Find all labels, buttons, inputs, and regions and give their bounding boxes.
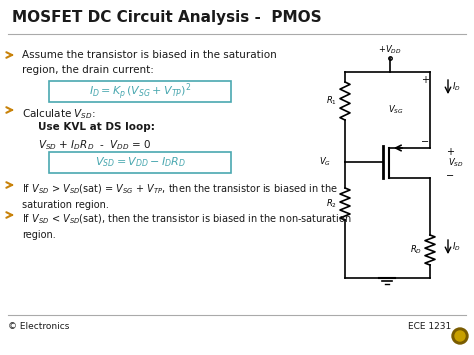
Text: $I_D = K_p\,(V_{SG} + V_{TP})^2$: $I_D = K_p\,(V_{SG} + V_{TP})^2$ bbox=[89, 81, 191, 102]
Circle shape bbox=[452, 328, 468, 344]
Text: $-$: $-$ bbox=[446, 169, 455, 179]
Text: MOSFET DC Circuit Analysis -  PMOS: MOSFET DC Circuit Analysis - PMOS bbox=[12, 10, 322, 25]
Text: $R_D$: $R_D$ bbox=[410, 244, 422, 256]
Text: $V_{SG}$: $V_{SG}$ bbox=[388, 104, 403, 116]
Text: $V_{SD} = V_{DD} - I_D R_D$: $V_{SD} = V_{DD} - I_D R_D$ bbox=[94, 155, 185, 169]
Text: Assume the transistor is biased in the saturation
region, the drain current:: Assume the transistor is biased in the s… bbox=[22, 50, 277, 75]
Text: Calculate $V_{SD}$:: Calculate $V_{SD}$: bbox=[22, 107, 96, 121]
FancyBboxPatch shape bbox=[48, 152, 231, 173]
Text: Use KVL at DS loop:: Use KVL at DS loop: bbox=[38, 122, 155, 132]
Text: © Electronics: © Electronics bbox=[8, 322, 69, 331]
Circle shape bbox=[455, 331, 465, 341]
Text: $V_{SD}$: $V_{SD}$ bbox=[448, 157, 464, 169]
Text: +: + bbox=[446, 147, 454, 157]
Text: $R_2$: $R_2$ bbox=[326, 198, 337, 210]
Text: ECE 1231: ECE 1231 bbox=[408, 322, 451, 331]
Text: If $V_{SD}$ < $V_{SD}$(sat), then the transistor is biased in the non-saturation: If $V_{SD}$ < $V_{SD}$(sat), then the tr… bbox=[22, 212, 352, 240]
Text: $-$: $-$ bbox=[420, 135, 429, 145]
Text: $V_G$: $V_G$ bbox=[319, 156, 331, 168]
Text: $I_D$: $I_D$ bbox=[452, 81, 461, 93]
FancyBboxPatch shape bbox=[48, 81, 231, 102]
Text: $+V_{DD}$: $+V_{DD}$ bbox=[378, 44, 402, 56]
Text: +: + bbox=[421, 75, 429, 85]
Text: $V_{SD}$ + $I_D$$R_D$  -  $V_{DD}$ = 0: $V_{SD}$ + $I_D$$R_D$ - $V_{DD}$ = 0 bbox=[38, 138, 152, 152]
Text: $I_D$: $I_D$ bbox=[452, 241, 461, 253]
Text: If $V_{SD}$ > $V_{SD}$(sat) = $V_{SG}$ + $V_{TP}$, then the transistor is biased: If $V_{SD}$ > $V_{SD}$(sat) = $V_{SG}$ +… bbox=[22, 182, 338, 211]
Text: $R_1$: $R_1$ bbox=[326, 95, 337, 107]
